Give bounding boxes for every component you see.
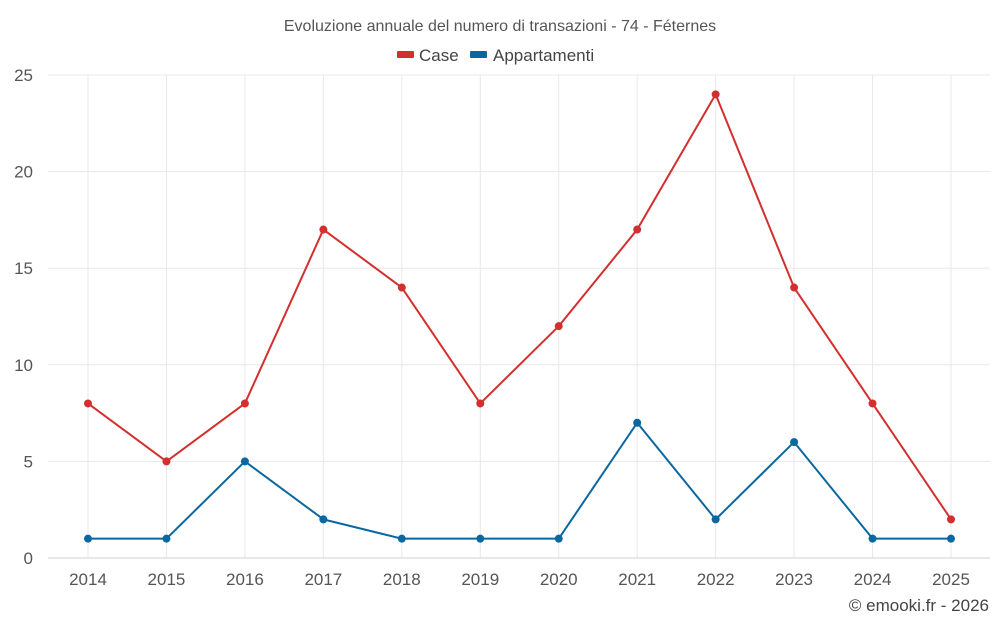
data-point-case-2020[interactable] <box>554 322 563 331</box>
data-point-appartamenti-2023[interactable] <box>790 438 799 447</box>
data-point-case-2022[interactable] <box>711 90 720 99</box>
data-point-appartamenti-2021[interactable] <box>633 418 642 427</box>
x-tick-label: 2025 <box>932 570 970 589</box>
data-point-appartamenti-2015[interactable] <box>162 534 171 543</box>
data-point-case-2017[interactable] <box>319 225 328 234</box>
data-point-appartamenti-2024[interactable] <box>868 534 877 543</box>
y-tick-label: 25 <box>14 66 33 85</box>
data-point-appartamenti-2025[interactable] <box>947 534 955 543</box>
legend-swatch-case <box>397 51 414 58</box>
x-tick-label: 2015 <box>148 570 186 589</box>
series-appartamenti <box>84 418 955 543</box>
data-point-case-2018[interactable] <box>397 283 406 292</box>
data-point-appartamenti-2017[interactable] <box>319 515 328 524</box>
data-point-case-2023[interactable] <box>790 283 799 292</box>
x-tick-label: 2017 <box>304 570 342 589</box>
data-point-case-2016[interactable] <box>240 399 249 408</box>
data-point-appartamenti-2022[interactable] <box>711 515 720 524</box>
y-tick-label: 15 <box>14 259 33 278</box>
series <box>84 90 955 543</box>
y-tick-label: 5 <box>24 452 33 471</box>
data-point-case-2024[interactable] <box>868 399 877 408</box>
legend-label-case[interactable]: Case <box>419 46 459 65</box>
data-point-case-2014[interactable] <box>84 399 92 408</box>
y-tick-label: 20 <box>14 163 33 182</box>
data-point-case-2019[interactable] <box>476 399 485 408</box>
x-tick-label: 2016 <box>226 570 264 589</box>
data-point-case-2015[interactable] <box>162 457 171 466</box>
x-tick-label: 2022 <box>697 570 735 589</box>
legend: Case Appartamenti <box>397 46 594 65</box>
x-tick-label: 2019 <box>461 570 499 589</box>
x-tick-label: 2024 <box>854 570 892 589</box>
x-tick-label: 2014 <box>69 570 107 589</box>
chart-title: Evoluzione annuale del numero di transaz… <box>284 18 716 35</box>
data-point-appartamenti-2014[interactable] <box>84 534 92 543</box>
data-point-case-2021[interactable] <box>633 225 642 234</box>
legend-label-appartamenti[interactable]: Appartamenti <box>493 46 594 65</box>
y-tick-label: 10 <box>14 356 33 375</box>
series-line-case <box>87 93 952 520</box>
legend-swatch-appartamenti <box>470 51 487 58</box>
x-tick-label: 2020 <box>540 570 578 589</box>
data-point-appartamenti-2018[interactable] <box>397 534 406 543</box>
data-point-appartamenti-2016[interactable] <box>240 457 249 466</box>
x-tick-label: 2023 <box>775 570 813 589</box>
series-line-appartamenti <box>88 421 951 540</box>
series-case <box>84 90 955 524</box>
grid <box>48 74 990 558</box>
x-tick-label: 2018 <box>383 570 421 589</box>
x-tick-label: 2021 <box>618 570 656 589</box>
data-point-appartamenti-2020[interactable] <box>554 534 563 543</box>
data-point-case-2025[interactable] <box>947 515 955 524</box>
credit-text: © emooki.fr - 2026 <box>849 596 989 615</box>
data-point-appartamenti-2019[interactable] <box>476 534 485 543</box>
y-tick-label: 0 <box>24 549 33 568</box>
